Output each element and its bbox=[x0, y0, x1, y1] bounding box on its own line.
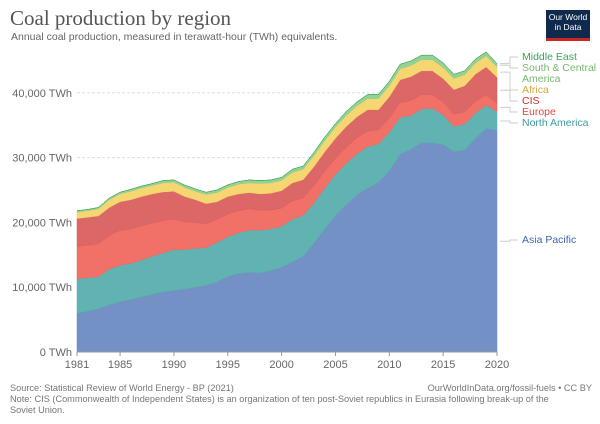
y-axis: 0 TWh 10,000 TWh 20,000 TWh 30,000 TWh 40,00… bbox=[12, 88, 72, 359]
x-tick-label: 2020 bbox=[485, 359, 509, 371]
legend-label-africa[interactable]: Africa bbox=[522, 84, 549, 96]
y-tick-label: 40,000 TWh bbox=[12, 88, 72, 100]
chart-subtitle: Annual coal production, measured in tera… bbox=[11, 31, 338, 43]
legend-label-asia-pacific[interactable]: Asia Pacific bbox=[522, 234, 576, 246]
legend-connector bbox=[500, 239, 518, 242]
x-tick-label: 1990 bbox=[162, 359, 186, 371]
y-tick-label: 30,000 TWh bbox=[12, 153, 72, 165]
legend-connector bbox=[500, 71, 518, 91]
stacked-area-chart: 0 TWh 10,000 TWh 20,000 TWh 30,000 TWh 40,00… bbox=[12, 51, 596, 371]
chart-title: Coal production by region bbox=[10, 6, 232, 30]
x-tick-label: 2005 bbox=[323, 359, 347, 371]
source-text: Source: Statistical Review of World Ener… bbox=[10, 383, 234, 393]
area-middle-east[interactable] bbox=[76, 51, 498, 211]
legend-connector bbox=[500, 89, 518, 102]
owid-logo[interactable]: Our World in Data bbox=[546, 10, 590, 41]
y-tick-label: 10,000 TWh bbox=[12, 282, 72, 294]
logo-line-2: in Data bbox=[554, 22, 582, 32]
footer: Source: Statistical Review of World Ener… bbox=[10, 383, 592, 416]
x-tick-label: 1981 bbox=[65, 359, 89, 371]
legend-label-south-central-america[interactable]: South & Central bbox=[522, 62, 596, 74]
y-tick-label: 20,000 TWh bbox=[12, 217, 72, 229]
legend-connector bbox=[500, 64, 518, 69]
logo-line-1: Our World bbox=[548, 12, 588, 22]
legend-label-continuation: America bbox=[522, 73, 561, 85]
x-tick-label: 2010 bbox=[377, 359, 401, 371]
x-axis: 1981 1985 1990 1995 2000 2005 2010 2015 2020 bbox=[65, 351, 509, 371]
area-series[interactable] bbox=[76, 51, 498, 353]
legend-label-middle-east[interactable]: Middle East bbox=[522, 51, 577, 63]
y-tick-label: 0 TWh bbox=[40, 347, 72, 359]
x-tick-label: 1985 bbox=[108, 359, 132, 371]
x-tick-label: 2015 bbox=[431, 359, 455, 371]
legend-connector bbox=[500, 106, 518, 113]
note-text: Note: CIS (Commonwealth of Independent S… bbox=[10, 394, 549, 415]
legend-label-europe[interactable]: Europe bbox=[522, 106, 556, 118]
x-tick-label: 1995 bbox=[216, 359, 240, 371]
x-tick-label: 2000 bbox=[269, 359, 293, 371]
credit-link[interactable]: OurWorldInData.org/fossil-fuels • CC BY bbox=[427, 383, 592, 393]
legend-label-north-america[interactable]: North America bbox=[522, 117, 589, 129]
legend-connector bbox=[500, 56, 518, 65]
legend-connector bbox=[500, 120, 518, 124]
legend-label-cis[interactable]: CIS bbox=[522, 95, 540, 107]
